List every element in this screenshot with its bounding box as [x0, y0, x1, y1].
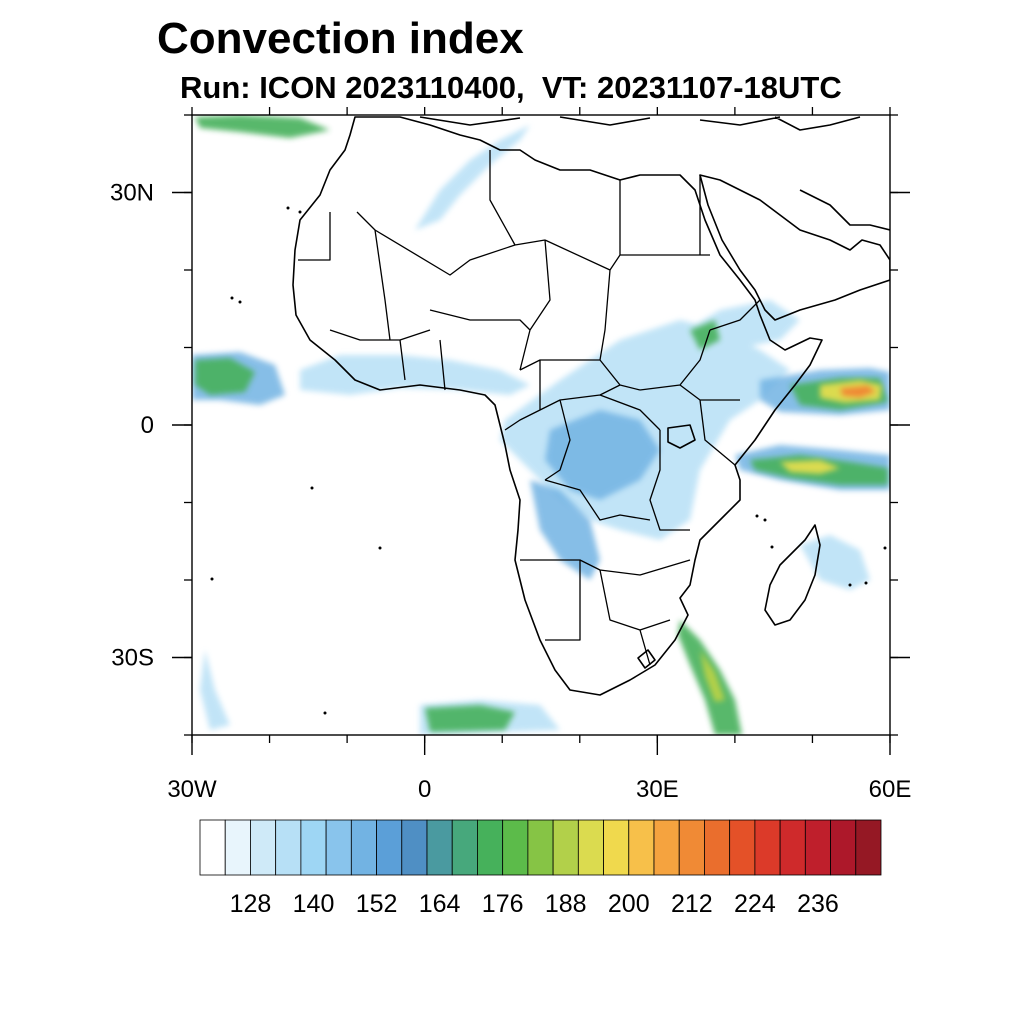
colorbar-label: 140	[293, 890, 335, 918]
field-atlantic-green	[195, 358, 255, 395]
field-core-yellow-east	[780, 460, 840, 474]
lat-tick-label: 0	[141, 412, 154, 439]
run-info: Run: ICON 2023110400,	[180, 70, 525, 105]
colorbar-box	[678, 819, 705, 876]
field-ethiopia-green	[690, 320, 720, 350]
africa-coastline	[292, 116, 823, 696]
arabia-coastline	[699, 174, 890, 321]
colorbar-box	[451, 819, 478, 876]
map-axes: 30W 0 30E 60E 30N 0 30S	[110, 107, 911, 803]
colorbar-label: 200	[608, 890, 650, 918]
lon-tick-label: 0	[418, 776, 431, 803]
iran-coastline	[799, 189, 890, 231]
field-congo-core	[545, 410, 660, 500]
field-core-orange-north	[840, 385, 876, 398]
lon-tick-label: 30W	[167, 776, 217, 803]
madagascar-coastline	[764, 524, 821, 626]
country-borders	[298, 150, 761, 666]
colorbar-box	[779, 819, 806, 876]
colorbar: 128 140 152 164 176 188 200 212 224 236	[199, 819, 882, 918]
colorbar-label: 188	[545, 890, 587, 918]
colorbar-box	[704, 819, 731, 876]
colorbar-box	[830, 819, 857, 876]
colorbar-box	[275, 819, 302, 876]
europe-coastline	[419, 116, 861, 131]
field-north-band	[415, 125, 530, 230]
colorbar-box	[754, 819, 781, 876]
colorbar-box	[224, 819, 251, 876]
colorbar-box	[653, 819, 680, 876]
colorbar-box	[477, 819, 504, 876]
colorbar-box	[300, 819, 327, 876]
colorbar-label: 212	[671, 890, 713, 918]
colorbar-box	[804, 819, 831, 876]
colorbar-box	[401, 819, 428, 876]
colorbar-box	[250, 819, 277, 876]
colorbar-box	[855, 819, 882, 876]
lat-tick-label: 30N	[110, 180, 154, 207]
colorbar-label: 152	[356, 890, 398, 918]
colorbar-box	[628, 819, 655, 876]
colorbar-box	[577, 819, 604, 876]
colorbar-box	[426, 819, 453, 876]
field-southwest-ocean	[200, 650, 230, 730]
field-madagascar	[800, 535, 870, 590]
colorbar-box	[603, 819, 630, 876]
colorbar-box	[729, 819, 756, 876]
colorbar-box	[552, 819, 579, 876]
lon-tick-label: 30E	[636, 776, 679, 803]
field-angola	[530, 480, 600, 580]
lat-tick-label: 30S	[111, 645, 154, 672]
colorbar-box	[350, 819, 377, 876]
colorbar-label: 224	[734, 890, 776, 918]
lesotho-border	[637, 649, 656, 669]
coastlines	[210, 116, 890, 715]
colorbar-label: 236	[797, 890, 839, 918]
valid-time: VT: 20231107-18UTC	[541, 70, 842, 105]
colorbar-box	[376, 819, 403, 876]
colorbar-box	[325, 819, 352, 876]
colorbar-box	[527, 819, 554, 876]
colorbar-label: 164	[419, 890, 461, 918]
chart-title: Convection index	[157, 14, 524, 63]
colorbar-box	[502, 819, 529, 876]
field-west-africa	[300, 355, 530, 395]
colorbar-box	[199, 819, 226, 876]
field-core-yellow-south	[700, 650, 725, 702]
islands	[210, 206, 887, 715]
lon-tick-label: 60E	[869, 776, 912, 803]
chart-subtitle: Run: ICON 2023110400, VT: 20231107-18UTC	[180, 70, 842, 106]
colorbar-label: 128	[230, 890, 272, 918]
colorbar-label: 176	[482, 890, 524, 918]
lake-victoria	[667, 424, 696, 449]
field-south-atlantic-green	[425, 705, 515, 732]
field-north-green	[195, 115, 330, 138]
convection-field	[192, 115, 890, 735]
